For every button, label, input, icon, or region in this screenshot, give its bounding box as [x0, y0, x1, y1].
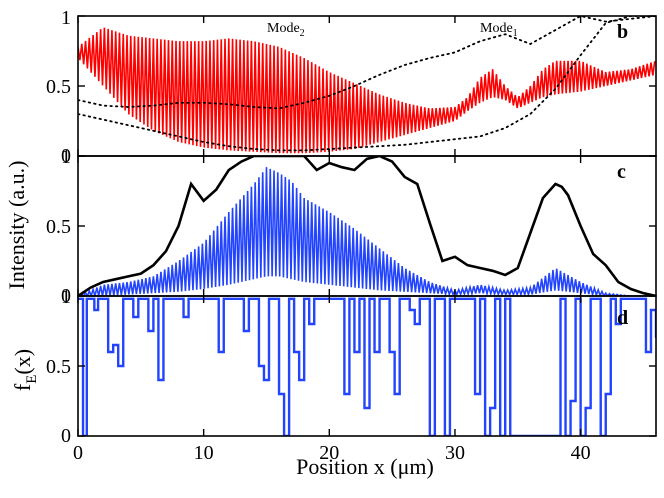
panel-d-series-group [78, 297, 656, 436]
panel-c-ytick-label-1: 0.5 [46, 216, 71, 238]
panel-b-ytick-label-1: 0.5 [46, 76, 71, 98]
panel-b-series-2 [78, 16, 656, 152]
panel-d-ytick-label-1: 0.5 [46, 356, 71, 378]
y-axis-title-intensity: Intensity (a.u.) [4, 161, 29, 290]
annot-mode1-text: Mode [480, 21, 513, 36]
panel-d-ytick-label-2: 1 [61, 286, 71, 308]
panel-c-series-1 [78, 156, 656, 296]
annot-mode2-text: Mode [267, 21, 300, 36]
panel-d: 00.510 10 20 30 40 [46, 286, 657, 464]
panel-c-series-group [78, 156, 656, 296]
panel-label-b: b [617, 21, 628, 43]
panel-d-ytick-label-0: 0 [61, 425, 71, 447]
panel-d-series-0 [78, 297, 656, 436]
panel-b-ytick-label-2: 1 [61, 7, 71, 29]
panel-b-series-group [78, 16, 656, 154]
panel-b-series-1 [78, 16, 656, 110]
x-axis-title: Position x (μm) [296, 454, 434, 479]
panel-d-xtick-label-1: 10 [194, 442, 214, 464]
panel-label-d: d [617, 307, 628, 329]
panel-c: 00.51 [46, 146, 657, 307]
svg-text:fE(x): fE(x) [10, 349, 40, 391]
svg-text:Mode2: Mode2 [267, 21, 305, 39]
svg-text:Mode1: Mode1 [480, 21, 518, 39]
panel-d-xtick-label-0: 0 [73, 442, 83, 464]
panel-d-xtick-label-4: 40 [571, 442, 591, 464]
fe-label-sub: E [24, 375, 40, 384]
panel-c-ytick-label-2: 1 [61, 146, 71, 168]
y-axis-title-fe: fE(x) [10, 349, 40, 391]
panel-d-xtick-label-3: 30 [445, 442, 465, 464]
annotation-mode2: Mode2 [267, 21, 305, 39]
annot-mode2-sub: 2 [300, 28, 305, 39]
fe-label-suffix: (x) [10, 349, 35, 375]
panel-b-ytick-label-0: 0 [61, 145, 71, 167]
annot-mode1-sub: 1 [513, 28, 518, 39]
fe-label-main: f [10, 383, 35, 391]
panel-c-series-0 [78, 167, 655, 296]
panel-b-series-0 [78, 27, 656, 154]
annotation-mode1: Mode1 [480, 21, 518, 39]
panel-d-xtick-label-2: 20 [319, 442, 339, 464]
panel-c-ytick-label-0: 0 [61, 285, 71, 307]
panel-label-c: c [617, 161, 626, 183]
